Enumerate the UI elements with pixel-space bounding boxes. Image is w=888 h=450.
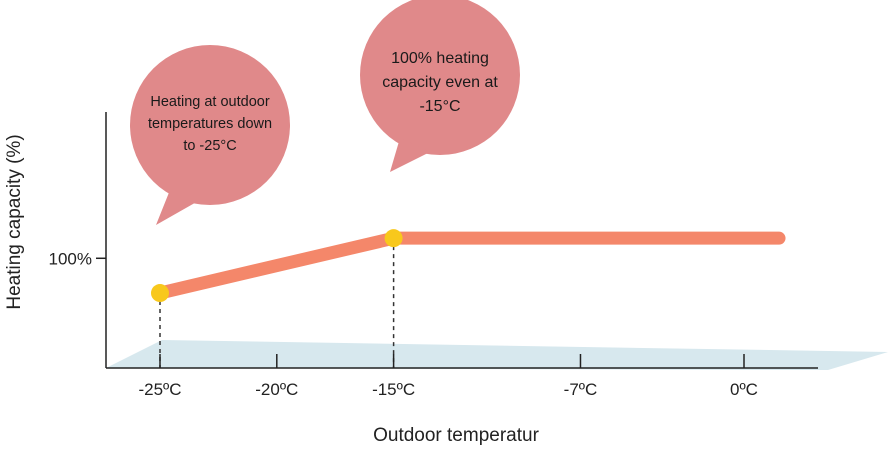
bubble-text-line: capacity even at <box>382 74 498 91</box>
series-line <box>153 231 786 300</box>
floor-plane <box>106 340 888 370</box>
bubble-text-line: 100% heating <box>391 50 489 67</box>
markers-layer <box>151 229 403 303</box>
bubble-tail <box>156 190 200 225</box>
y-ticks: 100% <box>49 249 106 268</box>
bubble-text-line: temperatures down <box>148 116 272 132</box>
bubble-text-line: Heating at outdoor <box>150 94 269 110</box>
y-tick-label: 100% <box>49 249 92 268</box>
guide-lines <box>159 238 395 368</box>
x-tick-label: -7ºC <box>564 380 598 399</box>
x-ticks: -25ºC -20ºC -15ºC -7ºC 0ºC <box>138 354 758 399</box>
data-point-marker <box>151 284 169 303</box>
annotation-bubble: Heating at outdoor temperatures down to -2… <box>130 45 290 225</box>
x-axis-label: Outdoor temperatur <box>373 425 539 446</box>
annotations: Heating at outdoor temperatures down to -2… <box>130 0 520 225</box>
bubble-text-line: -15°C <box>419 98 460 115</box>
x-tick-label: -25ºC <box>138 380 181 399</box>
x-tick-label: -20ºC <box>255 380 298 399</box>
bubble-tail <box>390 138 430 172</box>
bubble-circle <box>360 0 520 155</box>
annotation-bubble: 100% heating capacity even at -15°C <box>360 0 520 172</box>
bubble-text-line: to -25°C <box>183 138 236 154</box>
data-point-marker <box>384 229 403 248</box>
series-layer <box>153 231 786 300</box>
x-tick-label: 0ºC <box>730 380 758 399</box>
bubble-circle <box>130 45 290 205</box>
y-axis-label: Heating capacity (%) <box>4 134 25 309</box>
x-tick-label: -15ºC <box>372 380 415 399</box>
